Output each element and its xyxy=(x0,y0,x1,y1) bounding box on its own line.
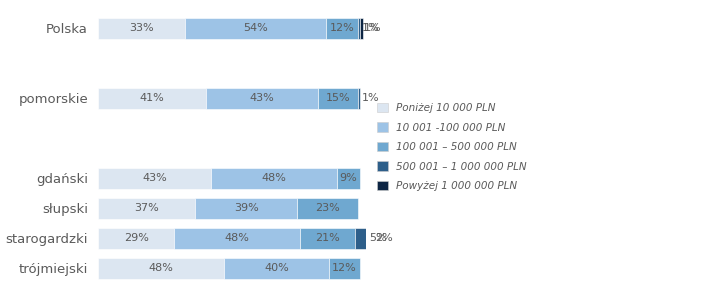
Text: 37%: 37% xyxy=(134,203,159,213)
Bar xyxy=(206,88,318,109)
Text: 5%: 5% xyxy=(370,233,387,243)
Text: 43%: 43% xyxy=(142,173,167,183)
Text: 48%: 48% xyxy=(261,173,286,183)
Bar xyxy=(300,228,355,249)
Bar xyxy=(211,168,337,189)
Bar xyxy=(98,18,185,39)
Bar xyxy=(195,198,297,219)
Text: 41%: 41% xyxy=(140,93,164,103)
Text: 33%: 33% xyxy=(129,23,154,33)
Bar xyxy=(358,18,360,39)
Text: 15%: 15% xyxy=(326,93,350,103)
Bar xyxy=(98,168,211,189)
Text: 12%: 12% xyxy=(332,263,357,273)
Text: 23%: 23% xyxy=(315,203,340,213)
Bar xyxy=(224,258,329,279)
Bar xyxy=(318,88,358,109)
Bar xyxy=(329,258,360,279)
Text: 2%: 2% xyxy=(375,233,393,243)
Bar xyxy=(185,18,326,39)
Text: 21%: 21% xyxy=(315,233,340,243)
Bar xyxy=(98,198,195,219)
Bar xyxy=(326,18,358,39)
Text: 40%: 40% xyxy=(264,263,289,273)
Bar xyxy=(368,228,373,249)
Text: 9%: 9% xyxy=(340,173,358,183)
Text: 48%: 48% xyxy=(225,233,250,243)
Text: 43%: 43% xyxy=(250,93,274,103)
Text: 54%: 54% xyxy=(243,23,268,33)
Text: 39%: 39% xyxy=(234,203,258,213)
Bar xyxy=(174,228,300,249)
Text: 1%: 1% xyxy=(362,23,379,33)
Bar xyxy=(358,88,360,109)
Legend: Poniżej 10 000 PLN, 10 001 -100 000 PLN, 100 001 – 500 000 PLN, 500 001 – 1 000 : Poniżej 10 000 PLN, 10 001 -100 000 PLN,… xyxy=(373,100,530,194)
Bar xyxy=(355,228,368,249)
Bar xyxy=(337,168,360,189)
Text: 1%: 1% xyxy=(362,93,379,103)
Text: 29%: 29% xyxy=(124,233,149,243)
Text: 48%: 48% xyxy=(149,263,174,273)
Text: 1%: 1% xyxy=(364,23,382,33)
Bar xyxy=(98,88,206,109)
Bar xyxy=(297,198,358,219)
Bar xyxy=(98,258,224,279)
Bar xyxy=(360,18,363,39)
Bar xyxy=(98,228,174,249)
Text: 12%: 12% xyxy=(330,23,354,33)
